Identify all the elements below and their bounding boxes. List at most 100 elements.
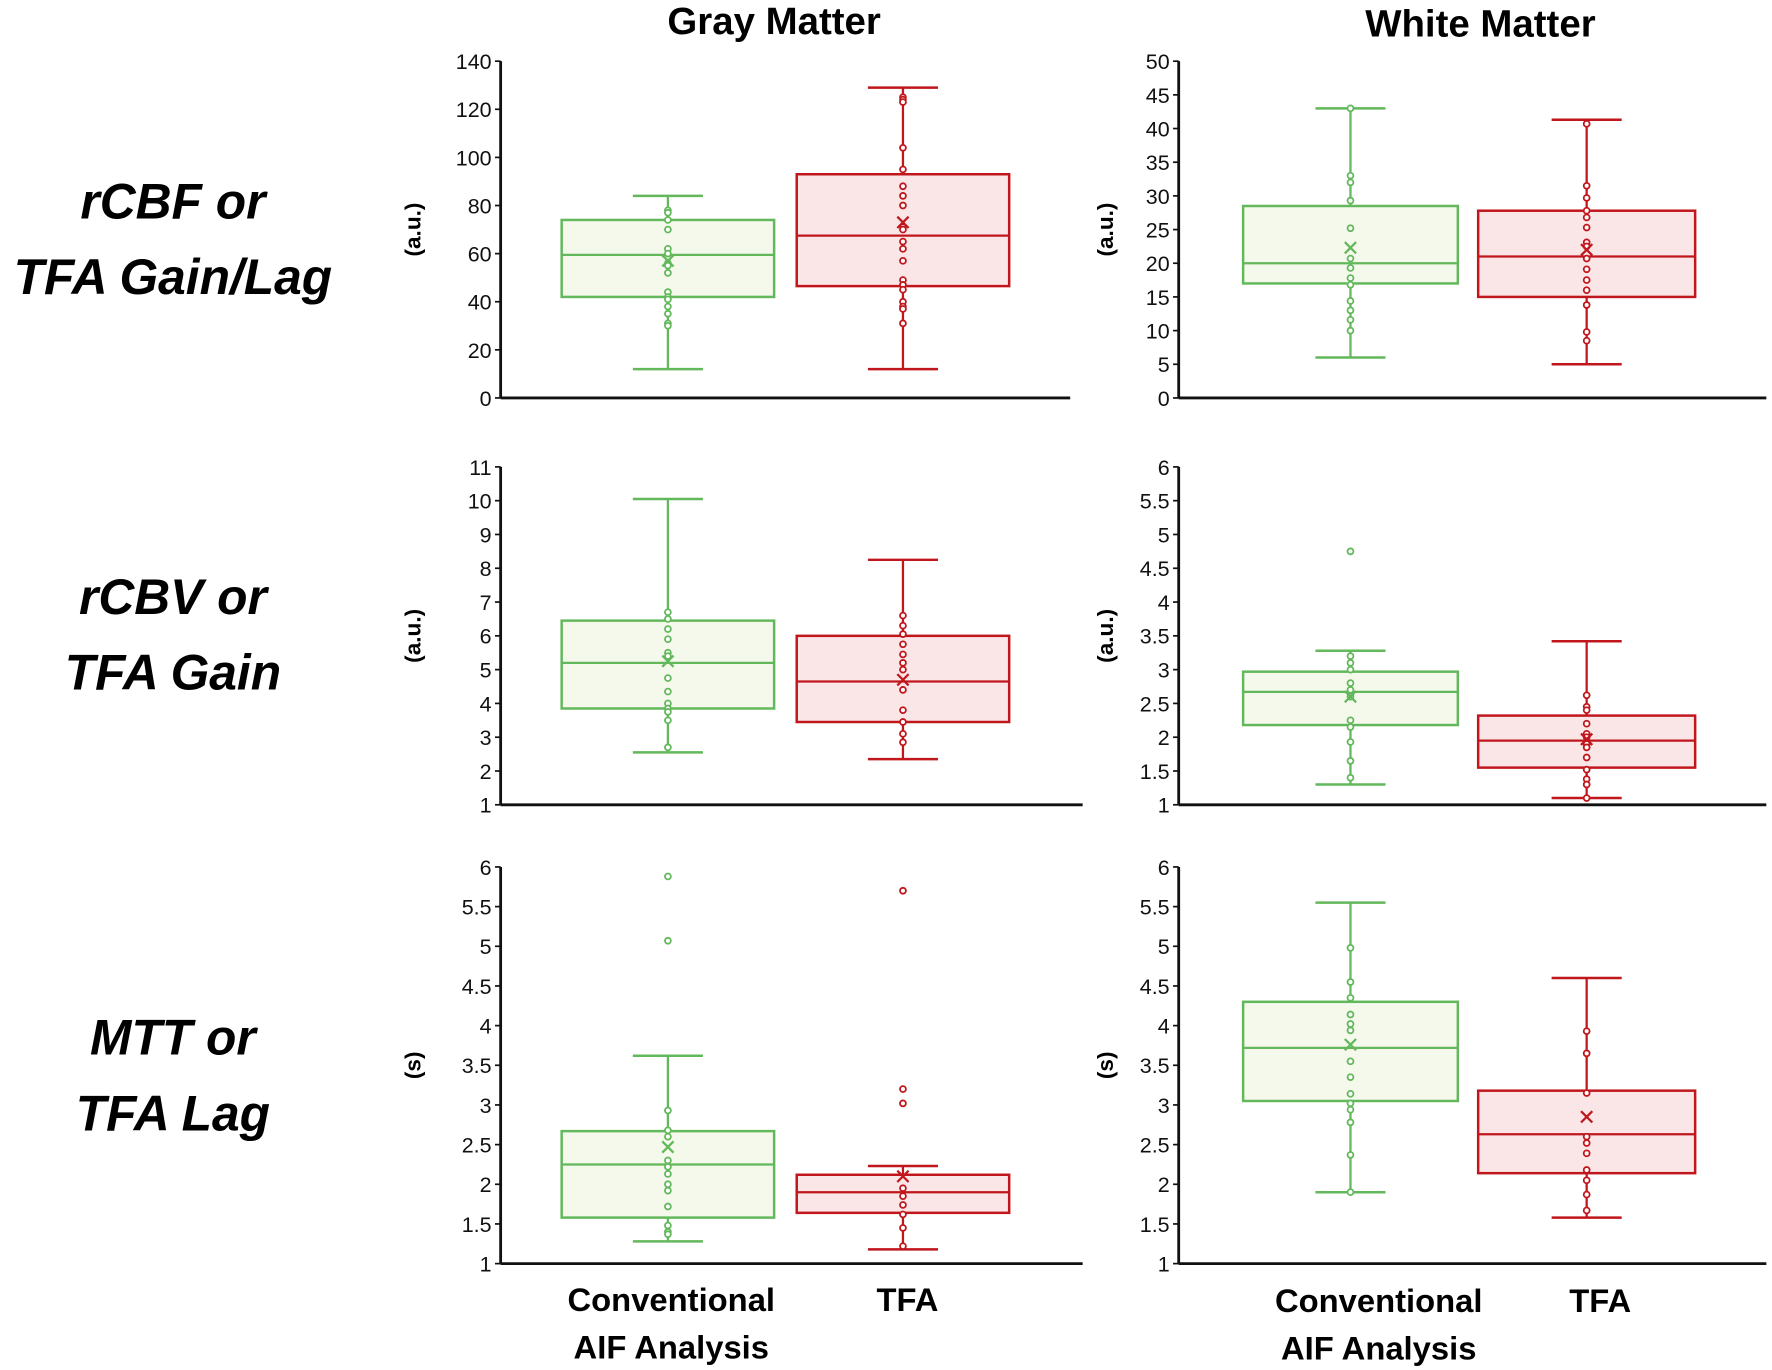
data-point — [1346, 716, 1355, 725]
row-label-rcbv-line2: TFA Gain — [65, 645, 281, 701]
data-point — [1582, 691, 1591, 700]
data-point — [664, 225, 672, 234]
y-tick-label: 35 — [1146, 151, 1170, 175]
series-tfa — [795, 86, 1011, 371]
data-point — [1346, 1026, 1355, 1035]
data-point — [1346, 1089, 1355, 1098]
data-point — [1346, 224, 1355, 233]
data-point — [1346, 652, 1355, 660]
row-label-rcbv-line1: rCBV or — [79, 569, 270, 625]
data-point — [1346, 306, 1355, 315]
data-point — [664, 1162, 672, 1171]
y-tick-label: 3 — [1158, 1094, 1170, 1118]
data-point — [664, 1106, 672, 1115]
y-tick-label: 10 — [468, 490, 492, 514]
y-axis-label: (a.u.) — [1093, 203, 1118, 257]
y-tick-label: 4 — [1158, 591, 1170, 615]
mean-marker — [1580, 1110, 1594, 1124]
data-point — [664, 687, 672, 696]
data-point — [664, 936, 672, 945]
data-point — [1346, 665, 1355, 674]
data-point — [1582, 719, 1591, 728]
data-point — [664, 261, 672, 270]
data-point — [899, 611, 907, 620]
y-tick-label: 2 — [1158, 1173, 1170, 1197]
y-tick-label: 2 — [480, 760, 492, 784]
data-point — [899, 256, 907, 265]
data-point — [899, 640, 907, 649]
mean-marker — [661, 254, 675, 268]
data-point — [899, 1184, 907, 1193]
data-point — [664, 309, 672, 318]
y-tick-label: 3 — [480, 1094, 492, 1118]
y-tick-label: 1 — [480, 1253, 492, 1277]
data-point — [1346, 315, 1355, 324]
data-point — [664, 1221, 672, 1230]
y-tick-label: 2.5 — [1140, 692, 1170, 716]
data-point — [664, 608, 672, 617]
data-point — [1582, 1132, 1591, 1141]
data-point — [899, 182, 907, 191]
y-tick-label: 6 — [1158, 856, 1170, 880]
column-title-gray-matter: Gray Matter — [667, 0, 881, 43]
data-point — [1346, 1105, 1355, 1114]
data-point — [664, 615, 672, 623]
y-tick-label: 5 — [1158, 353, 1170, 377]
data-point — [664, 321, 672, 330]
data-point — [899, 729, 907, 738]
data-point — [1582, 206, 1591, 215]
chart-panel: 1 1.5 2 2.5 3 3.5 4 4.5 5 5.5 6 (s) — [400, 856, 1083, 1277]
y-axis-label: (s) — [1093, 1051, 1118, 1079]
data-point — [899, 686, 907, 694]
y-tick-label: 140 — [456, 50, 492, 74]
mean-marker — [1344, 690, 1357, 704]
x-label-tfa-wm: TFA — [1569, 1282, 1631, 1319]
y-tick-label: 50 — [1146, 50, 1170, 74]
data-point — [1582, 286, 1591, 295]
data-point — [1582, 119, 1591, 128]
data-point — [1346, 1118, 1355, 1127]
y-tick-label: 1 — [1158, 794, 1170, 818]
data-point — [899, 285, 907, 294]
data-point — [899, 706, 907, 715]
data-point — [664, 1170, 672, 1178]
data-point — [899, 1201, 907, 1209]
y-tick-label: 5.5 — [1140, 490, 1170, 514]
data-point — [1346, 1057, 1355, 1066]
y-axis-label: (a.u.) — [400, 203, 425, 257]
y-tick-label: 1 — [1158, 1253, 1170, 1277]
mean-marker — [1344, 1038, 1357, 1052]
y-tick-label: 1.5 — [1140, 1213, 1170, 1237]
x-label-conventional-gm-line2: AIF Analysis — [574, 1329, 769, 1366]
y-tick-label: 120 — [456, 98, 492, 122]
data-point — [664, 1186, 672, 1195]
series-tfa — [1476, 118, 1697, 366]
data-point — [1346, 171, 1355, 180]
y-tick-label: 10 — [1146, 320, 1170, 344]
data-point — [664, 635, 672, 644]
y-tick-label: 20 — [468, 339, 492, 363]
y-tick-label: 1 — [480, 794, 492, 818]
data-point — [1346, 659, 1355, 667]
y-tick-label: 6 — [480, 625, 492, 649]
x-label-conventional-wm-line2: AIF Analysis — [1281, 1330, 1476, 1367]
data-point — [899, 738, 907, 747]
data-point — [664, 1156, 672, 1165]
data-point — [1582, 1089, 1591, 1097]
iqr-box — [560, 218, 776, 299]
chart-panel: 1 2 3 4 5 6 7 8 9 10 11 (a.u.) — [400, 456, 1083, 818]
y-tick-label: 60 — [468, 243, 492, 267]
y-tick-label: 5 — [480, 659, 492, 683]
data-point — [899, 192, 907, 200]
y-axis-label: (a.u.) — [400, 609, 425, 663]
y-tick-label: 8 — [480, 557, 492, 581]
data-point — [1582, 213, 1591, 222]
data-point — [1346, 547, 1355, 556]
mean-marker — [1580, 243, 1594, 257]
data-point — [1346, 738, 1355, 746]
data-point — [664, 743, 672, 752]
y-tick-label: 11 — [469, 456, 491, 480]
y-tick-label: 5 — [1158, 523, 1170, 547]
data-point — [1346, 686, 1355, 694]
data-point — [899, 244, 907, 253]
